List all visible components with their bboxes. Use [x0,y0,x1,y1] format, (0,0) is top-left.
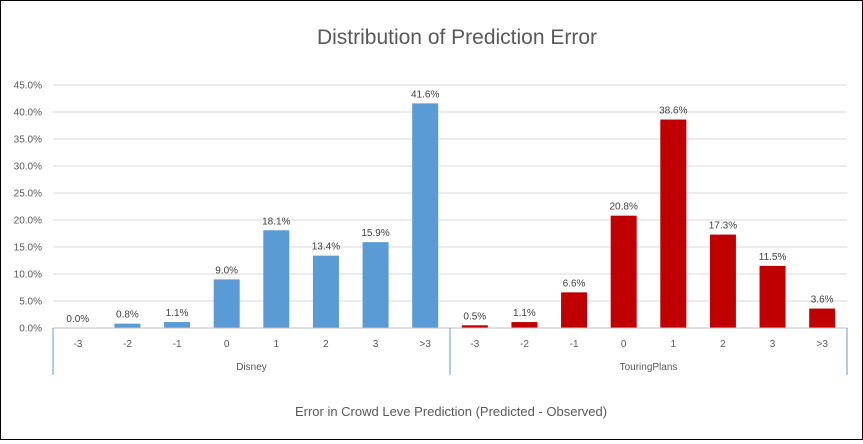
bar-touringplans-3 [610,215,637,328]
bar-disney-3 [213,279,240,328]
group-label: Disney [236,362,267,373]
data-label: 15.9% [361,228,389,239]
bar-disney-1 [114,323,141,328]
data-label: 18.1% [262,216,290,227]
y-tick-label: 20.0% [14,216,42,227]
x-tick-label: -2 [123,339,132,350]
data-label: 17.3% [709,221,737,232]
data-label: 0.0% [66,314,89,325]
x-axis-label: Error in Crowd Leve Prediction (Predicte… [295,404,607,419]
y-tick-label: 45.0% [14,81,42,92]
x-tick-label: -3 [73,339,82,350]
y-tick-label: 15.0% [14,243,42,254]
data-label: 3.6% [811,295,834,306]
data-label: 9.0% [215,265,238,276]
data-label: 41.6% [411,89,439,100]
y-tick-label: 5.0% [19,297,42,308]
x-tick-label: -1 [173,339,182,350]
y-tick-label: 40.0% [14,108,42,119]
x-tick-label: 2 [720,339,726,350]
bar-disney-4 [263,230,290,328]
data-label: 0.5% [463,311,486,322]
x-tick-label: -2 [520,339,529,350]
x-tick-label: -3 [470,339,479,350]
y-axis-ticks: 0.0% 5.0% 10.0% 15.0% 20.0% 25.0% 30.0% 35.0% 40… [14,81,42,335]
bar-disney-2 [164,322,191,328]
group-label: TouringPlans [620,362,678,373]
data-label: 38.6% [659,106,687,117]
y-tick-label: 25.0% [14,189,42,200]
data-labels: 0.0% 0.8% 1.1% 9.0% 18.1% 13.4% 15.9% 41.6% 0.5%… [66,89,833,325]
y-tick-label: 10.0% [14,270,42,281]
bar-touringplans-2 [561,292,588,328]
bars [114,103,836,328]
x-tick-label: 0 [224,339,230,350]
x-tick-label: 3 [373,339,379,350]
data-label: 0.8% [116,310,139,321]
bar-touringplans-7 [809,308,836,328]
bar-disney-6 [362,242,389,328]
x-tick-label: 3 [770,339,776,350]
data-label: 1.1% [513,308,536,319]
bar-disney-7 [412,103,439,328]
bar-touringplans-1 [511,322,538,328]
x-tick-label: >3 [419,339,431,350]
gridlines [53,84,847,302]
bar-touringplans-4 [660,119,687,328]
x-tick-label: 0 [621,339,627,350]
y-tick-label: 30.0% [14,162,42,173]
y-tick-label: 0.0% [19,324,42,335]
y-tick-label: 35.0% [14,135,42,146]
x-axis: -3 -2 -1 0 1 2 3 >3 -3 -2 -1 0 1 2 3 >3 Disney TouringPla… [52,327,848,375]
data-label: 20.8% [610,202,638,213]
x-tick-label: 2 [323,339,329,350]
data-label: 6.6% [563,278,586,289]
data-label: 1.1% [166,308,189,319]
chart-title: Distribution of Prediction Error [317,26,597,49]
data-label: 11.5% [759,252,787,263]
bar-touringplans-0 [461,325,488,328]
bar-touringplans-6 [759,265,786,328]
bar-touringplans-5 [709,234,736,328]
x-tick-label: -1 [570,339,579,350]
x-tick-label: 1 [274,339,280,350]
bar-disney-5 [312,255,339,328]
x-tick-label: 1 [671,339,677,350]
data-label: 13.4% [312,242,340,253]
x-tick-label: >3 [816,339,828,350]
